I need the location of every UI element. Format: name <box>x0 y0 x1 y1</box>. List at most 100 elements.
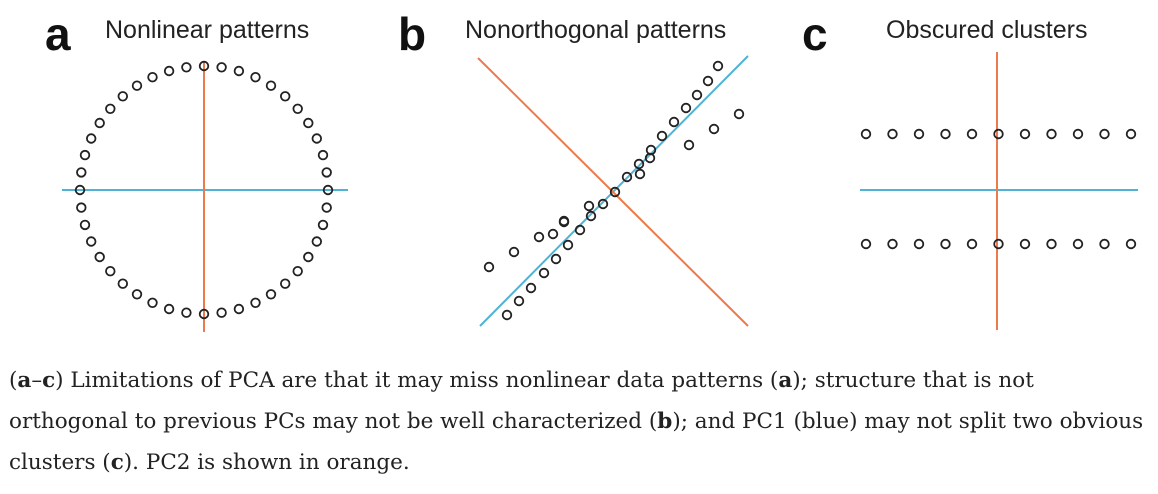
panel-b-letter: b <box>398 8 426 60</box>
data-point <box>147 297 158 309</box>
data-point <box>76 202 87 213</box>
panel-b-title: Nonorthogonal patterns <box>465 16 726 44</box>
panel-c-letter: c <box>802 8 828 60</box>
data-point <box>76 167 87 178</box>
data-point <box>940 128 951 140</box>
data-point <box>940 238 951 250</box>
data-point <box>131 80 143 91</box>
data-point <box>198 60 210 72</box>
data-point <box>292 266 303 277</box>
data-point <box>265 289 277 300</box>
caption-ref-a: a <box>17 368 32 393</box>
data-point <box>597 198 609 210</box>
data-point <box>887 128 898 140</box>
data-point <box>265 80 277 91</box>
data-point <box>321 167 332 178</box>
data-point <box>966 238 978 250</box>
data-point <box>634 168 646 180</box>
data-point <box>163 65 175 77</box>
data-point <box>1099 238 1110 250</box>
data-point <box>292 103 303 115</box>
data-point <box>993 128 1004 140</box>
panel-b: b Nonorthogonal patterns <box>398 8 749 327</box>
panel-b-pc2-line <box>477 57 749 327</box>
data-point <box>913 238 925 250</box>
data-point <box>280 278 291 289</box>
data-point <box>303 251 314 263</box>
caption-text: ); structure that is not orthogonal to p… <box>9 368 1034 434</box>
caption-ref-c: c <box>110 450 124 475</box>
data-point <box>105 266 116 277</box>
caption-text: ). PC2 is shown in orange. <box>123 450 410 475</box>
data-point <box>321 202 332 213</box>
data-point <box>558 215 570 227</box>
data-point <box>94 117 105 129</box>
data-point <box>163 303 175 315</box>
data-point <box>147 71 158 83</box>
data-point <box>633 158 645 170</box>
panel-c: c Obscured clusters <box>802 8 1138 330</box>
data-point <box>250 71 261 83</box>
data-point <box>233 65 245 77</box>
data-point <box>198 308 210 320</box>
data-point <box>513 295 525 307</box>
data-point <box>550 253 562 265</box>
caption-ref-c: c <box>42 368 56 393</box>
data-point <box>562 239 574 251</box>
data-point <box>1019 128 1031 140</box>
data-point <box>913 128 925 140</box>
data-point <box>1099 128 1110 140</box>
data-point <box>525 282 537 294</box>
data-point <box>1046 238 1057 250</box>
data-point <box>85 236 97 247</box>
data-point <box>680 102 692 114</box>
data-point <box>105 103 116 115</box>
data-point <box>250 297 261 309</box>
data-point <box>181 62 192 73</box>
caption-text: – <box>31 368 43 393</box>
panel-b-pc1-line <box>479 55 749 327</box>
panel-b-points <box>483 60 745 321</box>
data-point <box>609 186 621 198</box>
data-point <box>683 139 695 151</box>
data-point <box>181 307 192 318</box>
data-point <box>966 128 978 140</box>
data-point <box>85 133 97 144</box>
data-point <box>117 91 129 102</box>
data-point <box>317 219 329 231</box>
data-point <box>501 309 513 321</box>
data-point <box>993 238 1004 250</box>
data-point <box>621 171 633 183</box>
data-point <box>860 128 872 140</box>
data-point <box>94 251 105 263</box>
figure-caption: (a–c) Limitations of PCA are that it may… <box>9 360 1149 483</box>
data-point <box>317 149 329 161</box>
caption-text: ) Limitations of PCA are that it may mis… <box>55 368 779 393</box>
panel-c-points <box>860 128 1137 250</box>
data-point <box>547 228 559 240</box>
data-point <box>585 210 597 222</box>
data-point <box>280 91 291 102</box>
data-point <box>538 267 550 279</box>
data-point <box>216 62 227 73</box>
figure-panels: a Nonlinear patterns b Nonorthogonal pat… <box>45 8 1138 332</box>
data-point <box>1019 238 1031 250</box>
data-point <box>79 219 91 231</box>
data-point <box>74 184 86 196</box>
data-point <box>583 200 595 212</box>
data-point <box>1072 238 1084 250</box>
data-point <box>322 184 334 196</box>
panel-a-title: Nonlinear patterns <box>105 16 309 44</box>
data-point <box>656 130 668 142</box>
data-point <box>702 75 714 87</box>
data-point <box>1046 128 1057 140</box>
caption-text: ( <box>9 368 18 393</box>
data-point <box>691 89 703 101</box>
data-point <box>311 133 323 144</box>
panel-a-points <box>74 60 334 320</box>
data-point <box>668 116 680 128</box>
data-point <box>483 261 495 273</box>
figure: a Nonlinear patterns b Nonorthogonal pat… <box>45 8 1138 332</box>
panel-a: a Nonlinear patterns <box>45 8 348 332</box>
data-point <box>508 246 520 258</box>
